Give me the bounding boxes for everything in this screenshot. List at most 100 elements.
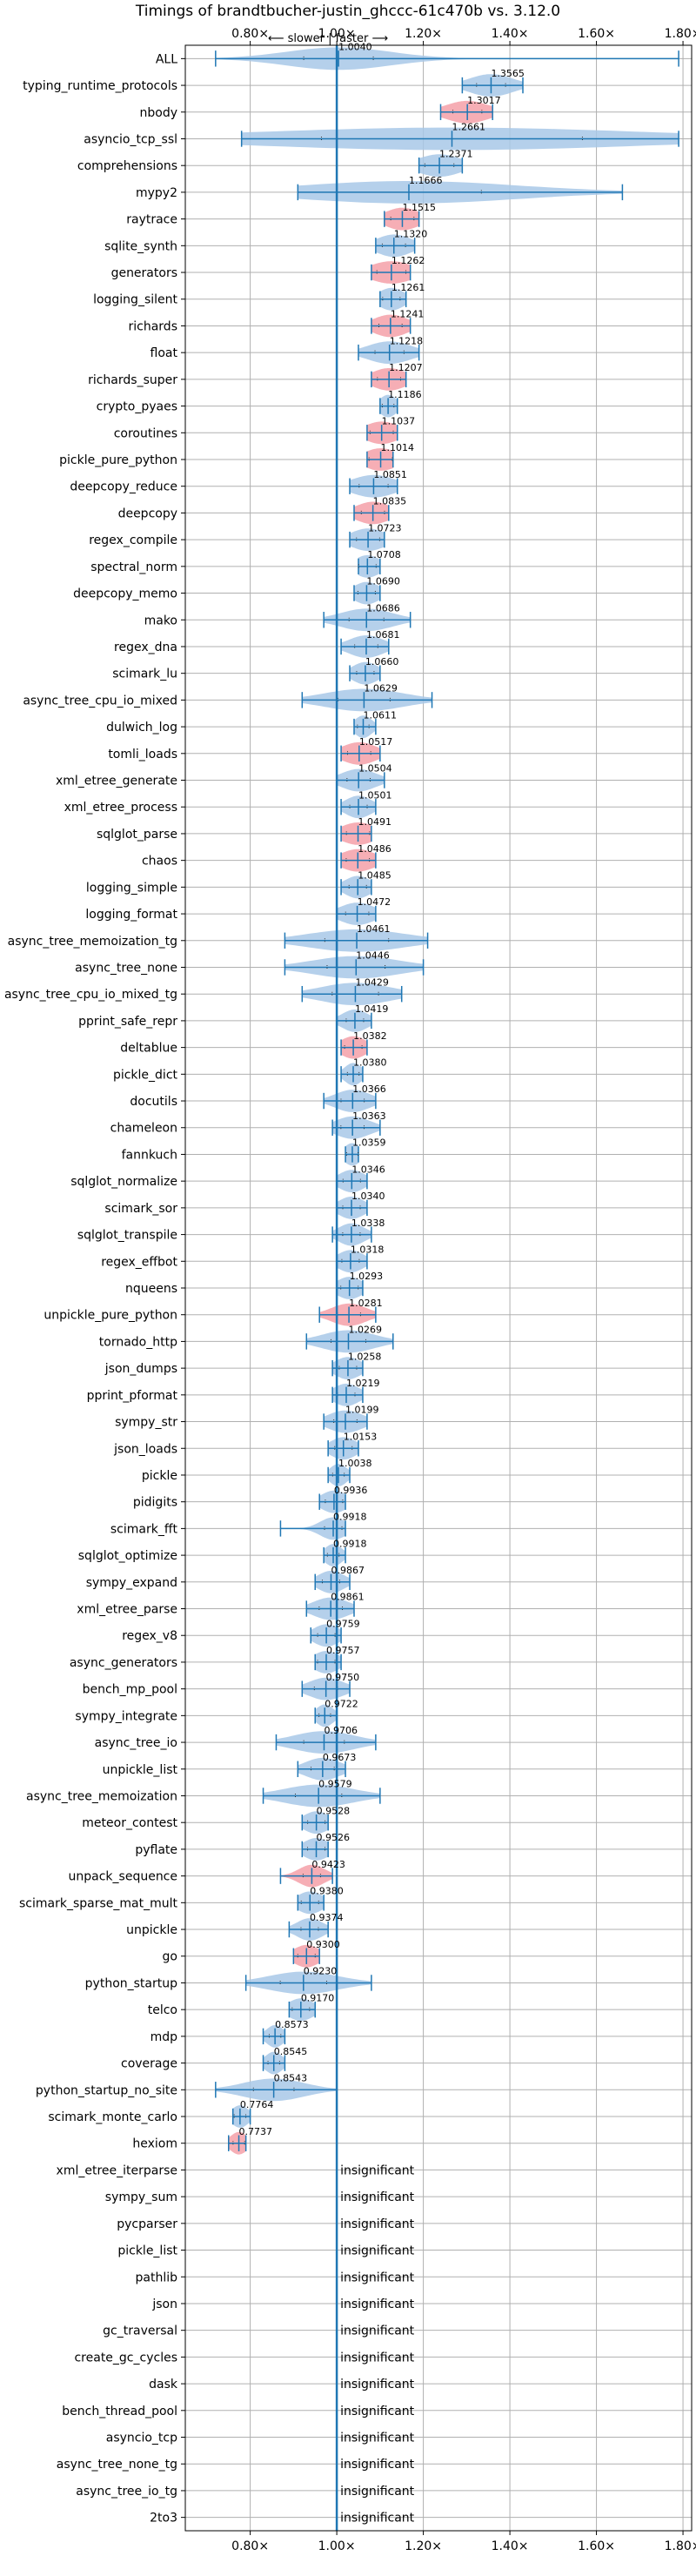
value-label: 0.9918 [333,1538,367,1549]
row-label: crypto_pyaes [97,400,177,414]
row-label: bench_mp_pool [83,1683,177,1697]
row-label: unpickle [126,1923,177,1937]
row-label: logging_silent [93,293,177,307]
value-label: 1.0346 [351,1164,385,1175]
x-tick-label-bottom: 1.60× [578,2539,615,2553]
value-label: 1.1241 [391,309,425,320]
value-label: 1.1037 [382,415,416,426]
value-label: 1.0382 [353,1030,387,1042]
x-tick-label-top: 1.00× [318,27,356,41]
row-label: async_tree_none_tg [57,2458,177,2472]
value-label: 1.0366 [352,1083,386,1095]
value-label: 1.1218 [390,335,424,346]
row-label: chameleon [110,1122,177,1136]
x-tick-label-bottom: 0.80× [231,2539,269,2553]
x-tick-label-top: 1.40× [492,27,529,41]
value-label: 1.0269 [348,1325,382,1336]
value-label: 0.9861 [331,1592,365,1603]
row-label: regex_v8 [122,1629,177,1643]
row-label: xml_etree_process [64,801,177,815]
value-label: 1.0258 [348,1351,382,1362]
row-label: deepcopy_memo [73,587,177,601]
row-label: regex_dna [114,641,177,654]
row-label: async_tree_io_tg [76,2485,177,2499]
row-label: scimark_fft [110,1522,178,1536]
value-label: 0.9374 [310,1912,344,1923]
insignificant-label: insignificant [340,2163,415,2177]
row-label: pprint_safe_repr [78,1015,177,1029]
row-label: dulwich_log [106,721,177,735]
row-label: scimark_lu [112,667,177,681]
value-label: 1.0038 [338,1458,372,1469]
value-label: 0.9936 [334,1485,368,1496]
row-label: mdp [151,2030,178,2044]
value-label: 0.9867 [331,1565,365,1576]
value-label: 1.1186 [388,389,422,400]
value-label: 0.9528 [317,1805,351,1816]
value-label: 1.0851 [373,469,407,480]
value-label: 0.8543 [274,2072,308,2083]
row-label: mako [144,614,177,627]
row-label: deepcopy [118,506,177,520]
insignificant-label: insignificant [340,2485,415,2499]
chart-subtitle: ⟵ slower | faster ⟶ [268,32,388,45]
value-label: 1.0681 [366,629,400,641]
insignificant-label: insignificant [340,2458,415,2472]
row-label: sqlglot_normalize [70,1175,177,1189]
row-label: pickle_list [117,2244,177,2258]
value-label: 1.1207 [389,362,423,373]
value-label: 1.3565 [491,68,525,79]
row-label: 2to3 [150,2512,177,2526]
value-label: 0.9170 [301,1992,335,2003]
row-label: spectral_norm [90,560,177,574]
row-label: sqlite_synth [104,239,177,253]
value-label: 1.0461 [357,923,391,935]
x-tick-label-top: 1.60× [578,27,615,41]
value-label: 1.0472 [358,896,392,908]
value-label: 0.9722 [325,1699,358,1710]
row-label: json_dumps [104,1362,177,1376]
value-label: 0.9673 [323,1752,357,1763]
value-label: 1.0199 [345,1405,379,1416]
value-label: 1.0318 [351,1244,385,1255]
value-label: 1.0491 [358,816,392,828]
insignificant-label: insignificant [340,2324,415,2338]
row-label: nbody [140,106,178,120]
value-label: 0.9750 [326,1672,360,1683]
row-label: sympy_integrate [75,1709,177,1723]
row-label: dask [149,2378,178,2392]
row-label: scimark_sparse_mat_mult [19,1896,177,1910]
value-label: 1.0429 [355,976,389,988]
row-label: comprehensions [77,159,177,173]
value-label: 1.0835 [373,496,407,507]
insignificant-label: insignificant [340,2432,415,2445]
row-label: pycparser [117,2217,177,2231]
row-label: xml_etree_iterparse [57,2163,177,2177]
insignificant-label: insignificant [340,2190,415,2204]
value-label: 1.0723 [368,522,402,533]
row-label: asyncio_tcp [106,2432,177,2445]
row-label: async_tree_cpu_io_mixed [23,694,177,708]
row-label: logging_simple [86,881,177,895]
row-label: tornado_http [99,1335,177,1349]
x-tick-label-bottom: 1.20× [405,2539,442,2553]
insignificant-label: insignificant [340,2405,415,2418]
row-label: richards [129,319,178,333]
value-label: 1.0359 [352,1137,386,1149]
marks-layer [215,45,679,2531]
row-label: async_tree_none [75,961,177,975]
row-label: telco [148,2003,177,2017]
row-label: pyflate [135,1843,177,1857]
row-label: deltablue [120,1042,177,1056]
value-label: 1.1320 [394,228,428,239]
value-label: 1.1014 [381,442,415,453]
row-label: logging_format [85,908,177,922]
row-label: coverage [121,2057,177,2071]
insignificant-label: insignificant [340,2217,415,2231]
value-label: 1.0485 [358,870,392,882]
value-label: 1.1262 [392,255,425,266]
row-label: scimark_monte_carlo [48,2110,177,2124]
row-label: fannkuch [122,1148,177,1162]
row-label: nqueens [125,1282,177,1296]
